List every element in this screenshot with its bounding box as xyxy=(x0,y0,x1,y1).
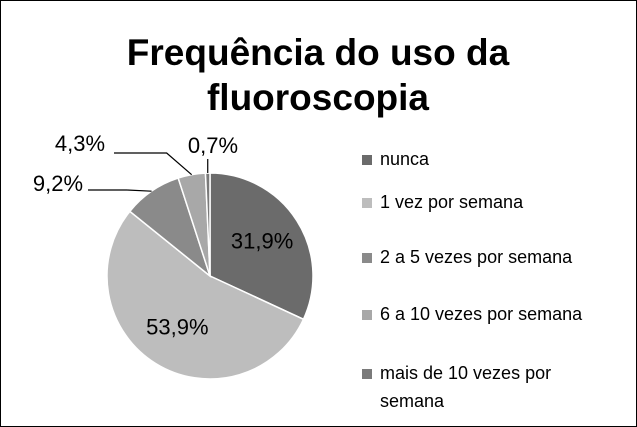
pie-slice xyxy=(204,172,211,277)
text-line: mais de 10 vezes por xyxy=(380,363,551,383)
data-label: 31,9% xyxy=(231,229,293,254)
legend-label: 6 a 10 vezes por semana xyxy=(380,304,583,324)
data-label: 4,3% xyxy=(55,131,105,156)
text-line: semana xyxy=(380,391,445,411)
legend-swatch xyxy=(362,369,372,379)
leader-line xyxy=(114,152,193,176)
data-label: 53,9% xyxy=(146,314,208,339)
text-line: Frequência do uso da xyxy=(127,32,510,73)
legend-swatch xyxy=(362,310,372,320)
text-line: 1 vez por semana xyxy=(380,192,524,212)
text-line: 6 a 10 vezes por semana xyxy=(380,304,583,324)
legend-label: 2 a 5 vezes por semana xyxy=(380,247,573,267)
legend-label: 1 vez por semana xyxy=(380,192,524,212)
legend-swatch xyxy=(362,198,372,208)
chart-title: Frequência do uso da fluoroscopia xyxy=(127,32,510,118)
text-line: nunca xyxy=(380,149,430,169)
text-line: fluoroscopia xyxy=(207,77,429,118)
data-label: 9,2% xyxy=(33,171,83,196)
text-line: 2 a 5 vezes por semana xyxy=(380,247,573,267)
legend-label: nunca xyxy=(380,149,430,169)
data-label: 0,7% xyxy=(188,133,238,158)
pie-slice xyxy=(106,210,305,380)
pie-slice xyxy=(209,172,314,321)
legend-label: mais de 10 vezes por semana xyxy=(380,363,551,411)
legend-swatch xyxy=(362,155,372,165)
legend-swatch xyxy=(362,253,372,263)
leader-line xyxy=(88,189,152,192)
